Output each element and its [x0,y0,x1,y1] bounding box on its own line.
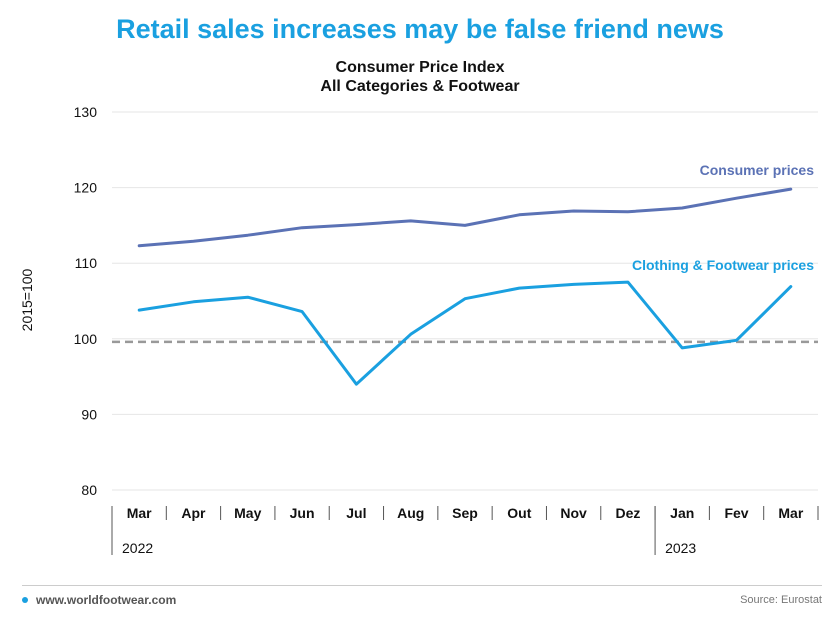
y-tick-label: 130 [74,104,98,120]
series-label-1: Consumer prices [700,162,815,178]
x-tick-label: Jul [346,505,366,521]
x-tick-label: Out [507,505,531,521]
chart-title: Consumer Price Index [335,59,505,76]
year-label: 2022 [122,540,153,556]
x-tick-label: Dez [615,505,640,521]
website-link[interactable]: www.worldfootwear.com [36,593,177,607]
y-tick-label: 110 [75,255,98,271]
y-tick-label: 100 [74,331,98,347]
x-tick-label: Fev [724,505,748,521]
x-tick-label: Mar [127,505,152,521]
source-note: Source: Eurostat [740,594,822,606]
footer-divider [22,585,822,586]
y-axis-label: 2015=100 [19,268,35,331]
line-chart: 80 90 100 110 120 130 2015=100 Mar Apr May Jun Jul A… [19,104,819,556]
y-tick-label: 120 [74,180,98,196]
footer-website[interactable]: www.worldfootwear.com [22,593,176,607]
y-tick-label: 90 [81,406,97,422]
x-tick-label: Sep [452,505,478,521]
chart-title-block: Consumer Price Index All Categories & Fo… [0,58,840,96]
x-tick-label: Jan [670,505,694,521]
x-tick-label: Nov [560,505,587,521]
x-tick-label: May [234,505,261,521]
series-line-1 [137,187,793,248]
x-tick-label: Jun [290,505,315,521]
chart-subtitle: All Categories & Footwear [320,78,520,95]
year-label: 2023 [665,540,696,556]
series-label-2: Clothing & Footwear prices [632,257,814,273]
x-tick-label: Mar [778,505,803,521]
series-line-2 [137,280,793,386]
bullet-dot-icon [22,597,28,603]
x-tick-label: Aug [397,505,424,521]
y-tick-label: 80 [81,482,97,498]
headline: Retail sales increases may be false frie… [116,14,724,44]
x-tick-label: Apr [181,505,206,521]
